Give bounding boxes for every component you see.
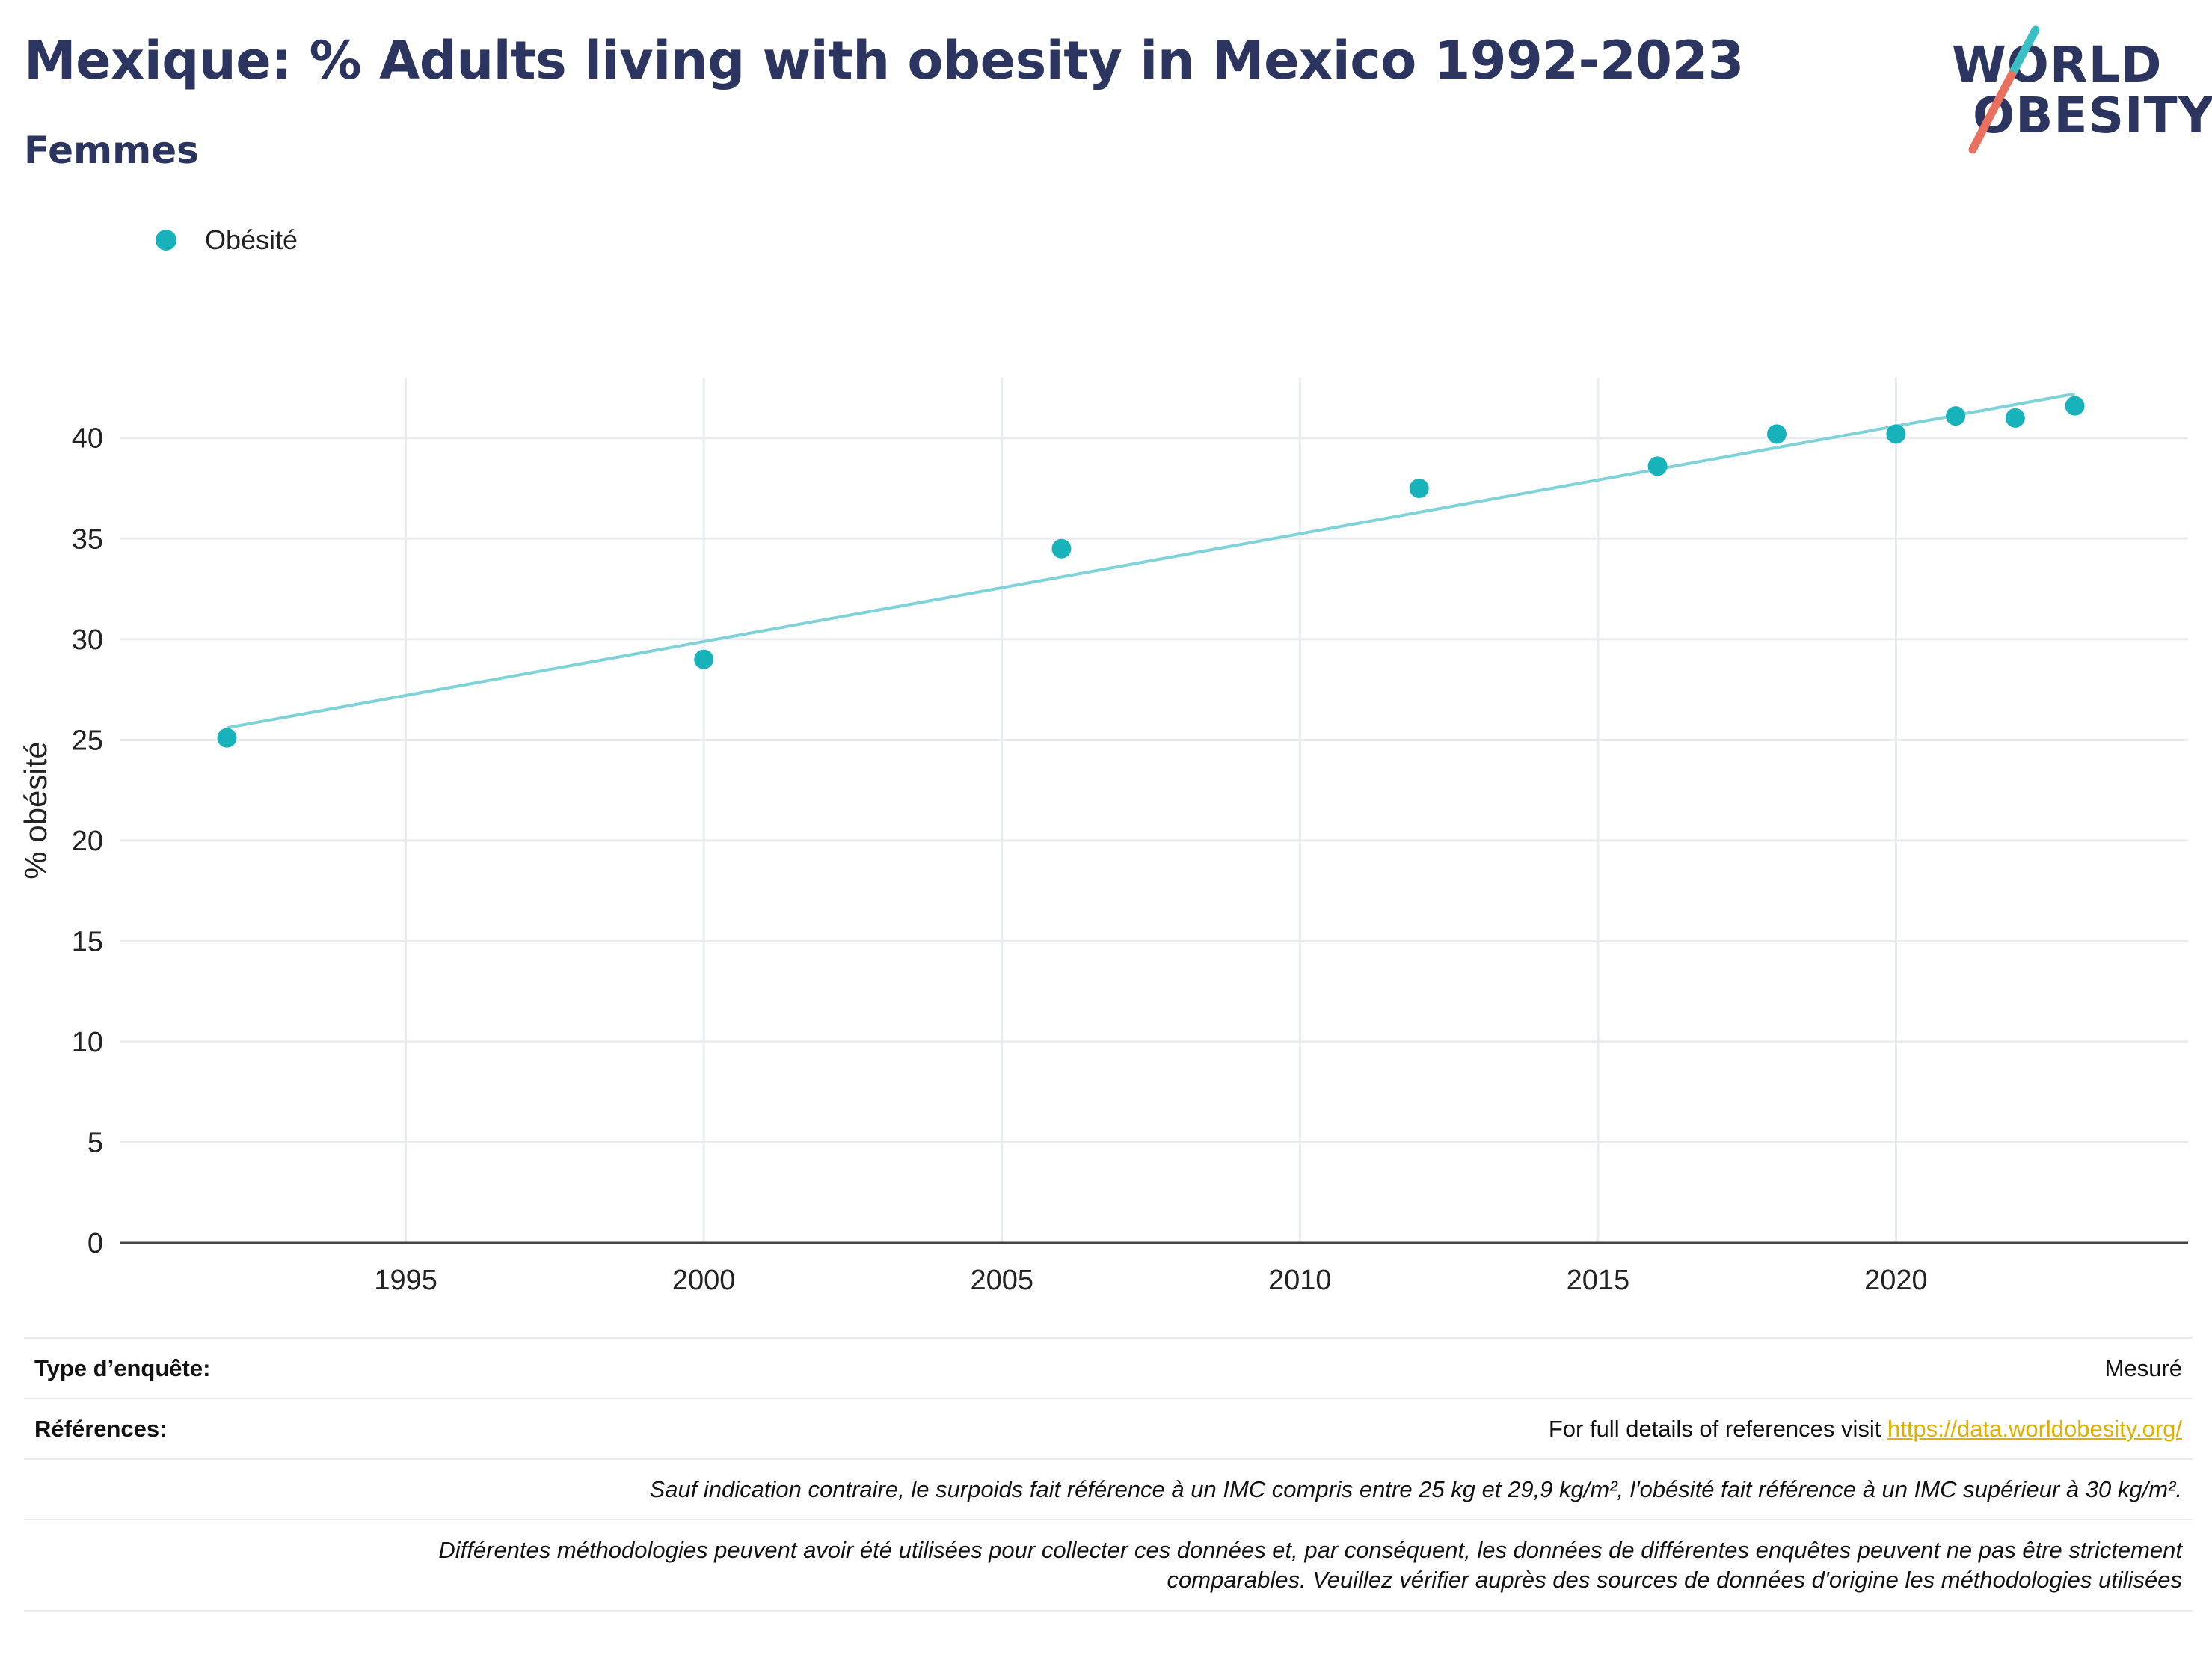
y-tick-label: 15 [72, 926, 103, 957]
survey-type-value: Mesuré [2104, 1354, 2182, 1381]
scatter-chart: 1995 2000 2005 2010 2015 2020 0 5 10 15 20 25 30 35 40… [18, 378, 2188, 1296]
y-tick-label: 40 [72, 423, 103, 455]
logo-text-world: WORLD [1952, 36, 2163, 93]
trendline-layer [227, 392, 2075, 730]
points-layer [217, 396, 2085, 748]
data-point [1647, 456, 1668, 476]
y-tick-label: 5 [87, 1127, 103, 1158]
data-point [1766, 424, 1787, 444]
logo-text-obesity: OBESITY [1973, 87, 2212, 144]
logo-slash-icon [1968, 25, 2040, 154]
survey-type-label: Type d’enquête: [34, 1354, 211, 1381]
references-row: Références: For full details of referenc… [24, 1398, 2193, 1458]
chart-footer: Type d’enquête: Mesuré Références: For f… [24, 1337, 2193, 1612]
chart-title: Mexique: % Adults living with obesity in… [24, 30, 1744, 91]
legend-label: Obésité [205, 224, 298, 255]
world-obesity-logo: WORLD OBESITY [1952, 21, 2212, 156]
methodology-note-line2: comparables. Veuillez vérifier auprès de… [1167, 1567, 2182, 1593]
y-axis-label: % obésité [18, 741, 53, 879]
survey-type-row: Type d’enquête: Mesuré [24, 1337, 2193, 1398]
methodology-note-row: Différentes méthodologies peuvent avoir … [24, 1519, 2193, 1612]
data-point [1946, 406, 1966, 426]
data-point [1051, 538, 1072, 559]
data-point [2005, 408, 2025, 428]
data-point [217, 728, 237, 748]
axis-layer: 1995 2000 2005 2010 2015 2020 0 5 10 15 20 25 30 35 40 [72, 423, 2188, 1296]
methodology-note-line1: Différentes méthodologies peuvent avoir … [438, 1537, 2182, 1563]
x-tick-label: 2005 [970, 1265, 1033, 1296]
data-point [2065, 396, 2085, 416]
data-point [1886, 424, 1906, 444]
data-point [1409, 478, 1429, 498]
x-tick-label: 2000 [672, 1265, 736, 1296]
trendline [227, 392, 2075, 730]
chart-legend[interactable]: Obésité [156, 224, 298, 256]
legend-marker [156, 230, 176, 251]
definition-note: Sauf indication contraire, le surpoids f… [649, 1476, 2182, 1502]
references-link[interactable]: https://data.worldobesity.org/ [1887, 1415, 2182, 1442]
y-tick-label: 10 [72, 1027, 103, 1058]
references-label: Références: [34, 1415, 168, 1442]
references-value: For full details of references visit htt… [1549, 1416, 2182, 1443]
y-tick-label: 20 [72, 826, 103, 857]
x-tick-label: 2020 [1864, 1265, 1928, 1296]
references-text: For full details of references visit [1548, 1415, 1887, 1442]
methodology-note: Différentes méthodologies peuvent avoir … [438, 1535, 2182, 1595]
y-tick-label: 0 [87, 1228, 103, 1259]
y-tick-label: 25 [72, 725, 103, 756]
x-tick-label: 1995 [374, 1265, 437, 1296]
grid-layer [120, 378, 2188, 1243]
x-tick-label: 2010 [1268, 1265, 1332, 1296]
definition-note-row: Sauf indication contraire, le surpoids f… [24, 1458, 2193, 1519]
data-point [694, 649, 714, 669]
chart-subtitle: Femmes [24, 129, 199, 172]
y-tick-label: 35 [72, 523, 103, 555]
x-tick-label: 2015 [1567, 1265, 1630, 1296]
y-tick-label: 30 [72, 624, 103, 656]
